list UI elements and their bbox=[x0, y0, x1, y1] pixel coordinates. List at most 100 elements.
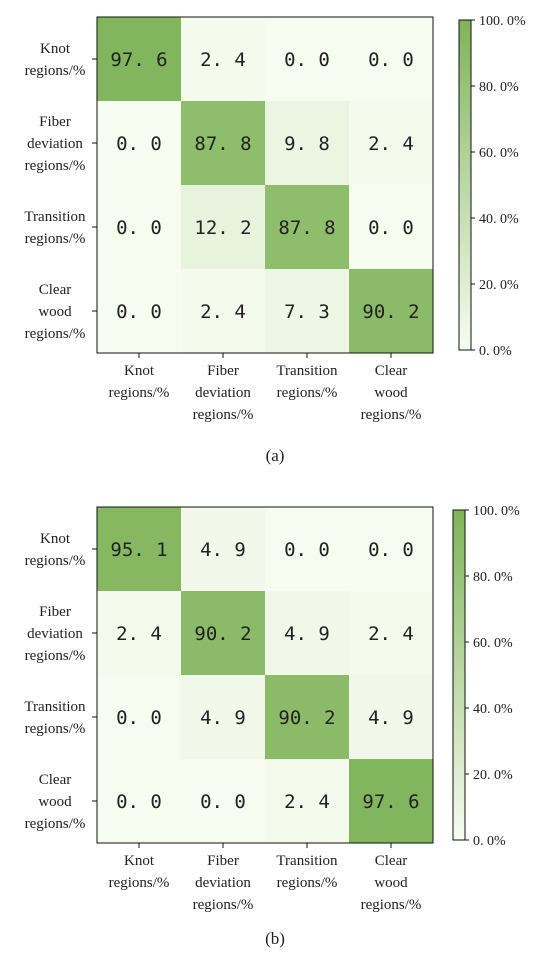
cell-value-label: 4. 9 bbox=[200, 707, 246, 729]
panel-caption: (b) bbox=[265, 929, 285, 948]
col-label-line: regions/% bbox=[277, 385, 338, 401]
row-label-line: regions/% bbox=[25, 721, 86, 737]
col-label-line: Clear bbox=[375, 363, 407, 379]
cell-value-label: 0. 0 bbox=[284, 49, 330, 71]
heatmap-cell bbox=[97, 101, 181, 185]
cell-value-label: 0. 0 bbox=[368, 49, 414, 71]
cell-value-label: 95. 1 bbox=[110, 539, 167, 561]
colorbar bbox=[458, 19, 472, 351]
cell-value-label: 97. 6 bbox=[362, 791, 419, 813]
heatmap-cell bbox=[181, 675, 265, 759]
row-label-line: Fiber bbox=[39, 604, 71, 620]
col-label-line: Fiber bbox=[207, 363, 239, 379]
cell-value-label: 2. 4 bbox=[200, 49, 246, 71]
cell-value-label: 0. 0 bbox=[116, 791, 162, 813]
heatmap-cell bbox=[265, 591, 349, 675]
cell-value-label: 0. 0 bbox=[116, 707, 162, 729]
col-label-line: Transition bbox=[276, 853, 338, 869]
row-label-line: Clear bbox=[39, 282, 71, 298]
col-label-line: regions/% bbox=[193, 897, 254, 913]
colorbar-tick-label: 0. 0% bbox=[479, 344, 512, 359]
panel-caption: (a) bbox=[266, 446, 285, 465]
row-label: Knot regions/% bbox=[25, 41, 86, 79]
col-label: Clear wood regions/% bbox=[361, 363, 422, 423]
cell-value-label: 0. 0 bbox=[200, 791, 246, 813]
col-label-line: Transition bbox=[276, 363, 338, 379]
row-label-line: regions/% bbox=[25, 231, 86, 247]
col-label-line: regions/% bbox=[361, 897, 422, 913]
heatmap-cell bbox=[181, 101, 265, 185]
cell-value-label: 90. 2 bbox=[362, 301, 419, 323]
col-label-line: regions/% bbox=[193, 407, 254, 423]
row-label-line: Knot bbox=[40, 41, 71, 57]
cell-value-label: 87. 8 bbox=[278, 217, 335, 239]
colorbar-tick-label: 20. 0% bbox=[479, 278, 519, 293]
row-label: Transition regions/% bbox=[24, 699, 86, 737]
cell-value-label: 7. 3 bbox=[284, 301, 330, 323]
heatmap-cell bbox=[349, 591, 433, 675]
heatmap-cell bbox=[97, 269, 181, 353]
row-label-line: Knot bbox=[40, 531, 71, 547]
row-label-line: wood bbox=[38, 794, 72, 810]
heatmap-cell bbox=[97, 17, 181, 101]
colorbar-tick-label: 100. 0% bbox=[479, 14, 526, 29]
heatmap-cell bbox=[349, 185, 433, 269]
cell-value-label: 2. 4 bbox=[116, 623, 162, 645]
colorbar-tick-label: 60. 0% bbox=[479, 146, 519, 161]
heatmap-cell bbox=[265, 101, 349, 185]
cell-value-label: 2. 4 bbox=[368, 133, 414, 155]
heatmap-cell bbox=[265, 269, 349, 353]
row-label-line: regions/% bbox=[25, 326, 86, 342]
cell-value-label: 2. 4 bbox=[284, 791, 330, 813]
cell-value-label: 97. 6 bbox=[110, 49, 167, 71]
heatmap-cell bbox=[97, 591, 181, 675]
col-label-line: Knot bbox=[124, 363, 155, 379]
col-label-line: Clear bbox=[375, 853, 407, 869]
colorbar-tick-label: 80. 0% bbox=[473, 570, 513, 585]
colorbar-tick-label: 100. 0% bbox=[473, 504, 520, 519]
row-label: Clear wood regions/% bbox=[25, 772, 86, 832]
heatmap-frame bbox=[96, 506, 434, 844]
row-label-line: Clear bbox=[39, 772, 71, 788]
col-label: Knot regions/% bbox=[109, 363, 170, 401]
cell-value-label: 0. 0 bbox=[116, 133, 162, 155]
row-label: Knot regions/% bbox=[25, 531, 86, 569]
cell-value-label: 2. 4 bbox=[368, 623, 414, 645]
cell-value-label: 4. 9 bbox=[368, 707, 414, 729]
row-label-line: regions/% bbox=[25, 158, 86, 174]
row-label: Fiber deviation regions/% bbox=[25, 114, 86, 174]
heatmap-cell bbox=[349, 101, 433, 185]
row-label-line: deviation bbox=[27, 626, 83, 642]
heatmap-cell bbox=[181, 185, 265, 269]
row-label: Transition regions/% bbox=[24, 209, 86, 247]
row-label-line: regions/% bbox=[25, 816, 86, 832]
col-label: Fiber deviation regions/% bbox=[193, 363, 254, 423]
colorbar-tick-label: 40. 0% bbox=[473, 702, 513, 717]
cell-value-label: 87. 8 bbox=[194, 133, 251, 155]
col-label-line: regions/% bbox=[109, 875, 170, 891]
heatmap-cell bbox=[181, 17, 265, 101]
heatmap-cell bbox=[181, 269, 265, 353]
cell-value-label: 0. 0 bbox=[116, 301, 162, 323]
col-label-line: regions/% bbox=[277, 875, 338, 891]
heatmap-cell bbox=[349, 507, 433, 591]
heatmap-cell bbox=[265, 507, 349, 591]
col-label-line: Fiber bbox=[207, 853, 239, 869]
heatmap-cell bbox=[265, 759, 349, 843]
col-label-line: wood bbox=[374, 875, 408, 891]
row-label-line: regions/% bbox=[25, 648, 86, 664]
heatmap-cell bbox=[265, 675, 349, 759]
col-label: Fiber deviation regions/% bbox=[193, 853, 254, 913]
col-label-line: Knot bbox=[124, 853, 155, 869]
colorbar-tick-label: 60. 0% bbox=[473, 636, 513, 651]
col-label-line: deviation bbox=[195, 385, 251, 401]
cell-value-label: 4. 9 bbox=[284, 623, 330, 645]
cell-value-label: 12. 2 bbox=[194, 217, 251, 239]
heatmap-cell bbox=[349, 17, 433, 101]
heatmap-cell bbox=[349, 269, 433, 353]
colorbar-tick-label: 20. 0% bbox=[473, 768, 513, 783]
col-label: Knot regions/% bbox=[109, 853, 170, 891]
colorbar-tick-label: 40. 0% bbox=[479, 212, 519, 227]
col-label-line: deviation bbox=[195, 875, 251, 891]
